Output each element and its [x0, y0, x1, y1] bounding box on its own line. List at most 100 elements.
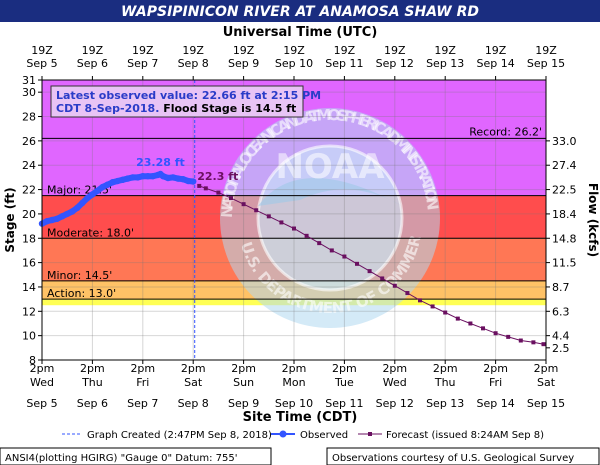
legend: Graph Created (2:47PM Sep 8, 2018) Obser…	[62, 430, 544, 441]
x-time-label: 2pm	[483, 362, 508, 375]
x-day-label: Fri	[136, 376, 149, 389]
utc-time-label: 19Z	[434, 44, 456, 57]
observed-point	[53, 215, 61, 222]
forecast-point	[355, 261, 359, 266]
utc-date-label: Sep 8	[178, 57, 209, 70]
forecast-point	[481, 326, 485, 331]
forecast-point	[317, 241, 322, 246]
x-date-label: Sep 13	[426, 397, 464, 410]
x-time-label: 2pm	[282, 362, 307, 375]
observed-point	[94, 187, 101, 194]
observed-note-line1: Latest observed value: 22.66 ft at 2:15 …	[56, 89, 321, 102]
y-tick-label: 26	[22, 135, 36, 148]
observed-point	[124, 175, 131, 182]
y-tick-label: 28	[22, 111, 36, 124]
observed-point	[129, 174, 136, 181]
footer-credit: Observations courtesy of U.S. Geological…	[332, 453, 574, 464]
observed-point	[184, 177, 192, 185]
x-day-label: Wed	[383, 376, 407, 389]
forecast-first-label: 22.3 ft	[197, 170, 238, 183]
legend-forecast-marker	[368, 432, 372, 436]
top-axis-title: Universal Time (UTC)	[223, 25, 378, 40]
plot-frame	[41, 79, 547, 361]
forecast-point	[197, 183, 202, 188]
seal-noaa-text: NOAA	[275, 147, 385, 187]
forecast-point	[266, 214, 271, 219]
x-day-label: Thu	[81, 376, 103, 389]
utc-date-label: Sep 13	[426, 57, 464, 70]
legend-observed-marker	[279, 430, 287, 438]
x-day-label: Sun	[233, 376, 254, 389]
x-date-label: Sep 10	[275, 397, 313, 410]
y-tick-label: 12	[22, 305, 36, 318]
y-axis-title: Stage (ft)	[3, 187, 17, 252]
seal-bird	[258, 178, 402, 206]
observed-note-box	[50, 85, 304, 118]
forecast-point	[493, 331, 498, 336]
x-date-label: Sep 12	[376, 397, 414, 410]
footer-left-box	[0, 447, 272, 465]
utc-time-label: 19Z	[182, 44, 204, 57]
observed-point	[159, 172, 167, 180]
observed-note-line2: CDT 8-Sep-2018. Flood Stage is 14.5 ft	[56, 102, 296, 115]
forecast-point	[531, 340, 536, 345]
y-tick-label: 24	[22, 159, 36, 172]
x-day-label: Mon	[282, 376, 305, 389]
forecast-point	[541, 342, 546, 347]
observed-point	[63, 210, 71, 218]
utc-time-label: 19Z	[384, 44, 406, 57]
forecast-point	[443, 310, 448, 315]
forecast-point	[455, 316, 460, 321]
y-tick-label: 20	[22, 208, 36, 221]
x-time-label: 2pm	[30, 362, 55, 375]
utc-time-label: 19Z	[132, 44, 154, 57]
x-time-label: 2pm	[382, 362, 407, 375]
label-moderate: Moderate: 18.0'	[47, 226, 134, 239]
forecast-point	[229, 196, 233, 201]
observed-point	[164, 174, 172, 182]
y2-tick-label: 18.4	[552, 208, 577, 221]
x-time-label: 2pm	[332, 362, 357, 375]
y2-tick-label: 11.5	[552, 257, 577, 270]
observed-point	[174, 175, 182, 182]
forecast-point	[216, 190, 221, 195]
forecast-point	[254, 208, 259, 213]
forecast-point	[241, 202, 246, 207]
x-time-label: 2pm	[181, 362, 206, 375]
observed-point	[119, 176, 126, 184]
legend-forecast-label: Forecast (issued 8:24AM Sep 8)	[386, 430, 544, 441]
forecast-point	[329, 248, 334, 253]
y2-tick-label: 2.5	[552, 342, 570, 355]
y-tick-label: 16	[22, 257, 36, 270]
y-tick-label: 31	[22, 74, 36, 87]
footer-right-box	[326, 447, 600, 465]
x-date-label: Sep 5	[26, 397, 57, 410]
forecast-point	[418, 298, 422, 303]
x-day-label: Wed	[30, 376, 54, 389]
forecast-point	[506, 334, 511, 339]
forecast-point	[292, 226, 296, 231]
observed-point	[104, 181, 111, 188]
observed-point	[99, 183, 106, 191]
y-tick-label: 22	[22, 184, 36, 197]
utc-time-label: 19Z	[82, 44, 104, 57]
y2-tick-label: 4.4	[552, 330, 570, 343]
observed-point	[109, 179, 116, 186]
observed-point	[114, 177, 121, 185]
observed-point	[69, 208, 76, 215]
forecast-point	[279, 220, 284, 225]
x-time-label: 2pm	[433, 362, 458, 375]
x-date-label: Sep 9	[228, 397, 259, 410]
bottom-axis-title: Site Time (CDT)	[243, 410, 358, 425]
x-time-label: 2pm	[130, 362, 155, 375]
utc-date-label: Sep 7	[127, 57, 158, 70]
observed-note-date: CDT 8-Sep-2018.	[56, 102, 159, 115]
label-record: Record: 26.2'	[469, 125, 542, 138]
forecast-point	[468, 321, 473, 326]
x-date-label: Sep 6	[77, 397, 108, 410]
y-tick-label: 8	[29, 354, 36, 367]
x-date-label: Sep 8	[178, 397, 209, 410]
x-date-label: Sep 14	[476, 397, 514, 410]
observed-point	[134, 174, 141, 181]
flood-stage-note: Flood Stage is 14.5 ft	[159, 102, 296, 115]
